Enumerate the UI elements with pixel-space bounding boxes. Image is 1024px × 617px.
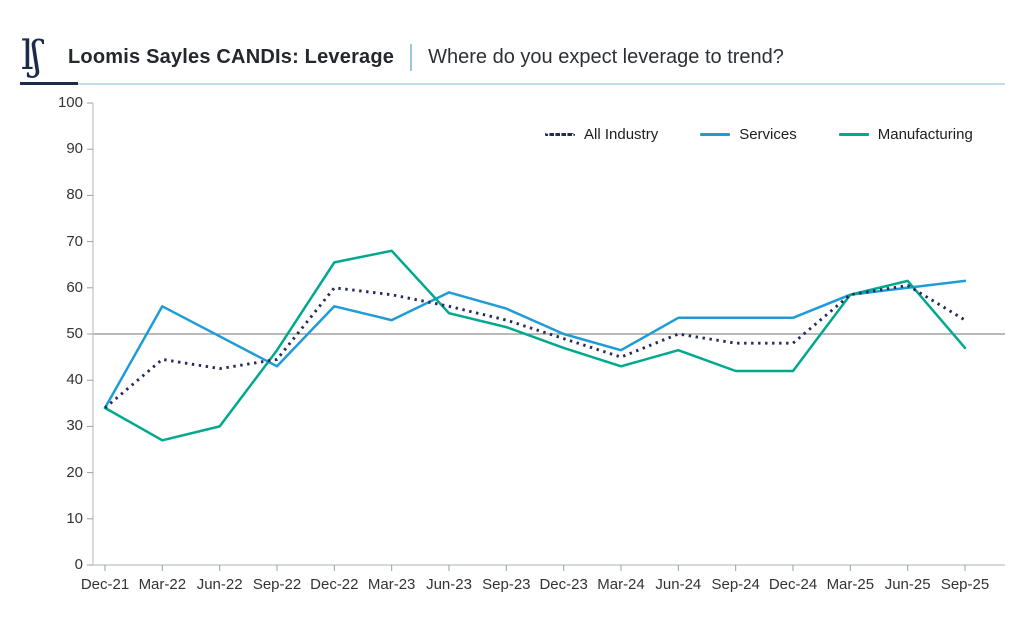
chart-legend: All Industry Services Manufacturing <box>545 126 973 143</box>
all-industry-dotted-line-swatch-icon <box>545 133 575 136</box>
y-tick-label: 20 <box>66 463 83 481</box>
header: lʃ Loomis Sayles CANDIs: Leverage Where … <box>20 33 784 81</box>
y-tick-label: 40 <box>66 371 83 389</box>
legend-label: Manufacturing <box>877 126 973 143</box>
x-tick-label: Mar-24 <box>597 576 645 593</box>
header-rule <box>20 83 1005 85</box>
plot-area <box>87 102 1005 571</box>
y-tick-label: 60 <box>66 278 83 296</box>
x-tick-label: Sep-24 <box>711 576 760 593</box>
x-tick-label: Dec-23 <box>539 576 588 593</box>
x-tick-label: Mar-23 <box>367 576 416 593</box>
title-divider <box>410 43 413 71</box>
legend-item-all-industry: All Industry <box>545 126 658 143</box>
x-tick-label: Dec-24 <box>768 576 818 593</box>
series-line-all-industry <box>104 284 966 410</box>
legend-item-services: Services <box>700 126 797 143</box>
page-subtitle: Where do you expect leverage to trend? <box>428 45 784 68</box>
services-line-swatch-icon <box>700 133 731 136</box>
logo-monogram: lʃ <box>21 33 45 79</box>
x-tick-label: Jun-24 <box>655 576 702 593</box>
leverage-line-chart: 0 10 20 30 40 50 60 70 80 90 100 Dec-21 Mar-22 Jun-2… <box>0 94 1024 615</box>
x-tick-label: Mar-22 <box>138 576 187 593</box>
legend-label: Services <box>739 126 797 143</box>
x-tick-label: Sep-22 <box>252 576 302 593</box>
series-line-services <box>103 279 967 410</box>
page-title: Loomis Sayles CANDIs: Leverage <box>68 45 395 68</box>
x-tick-label: Sep-25 <box>940 576 990 593</box>
y-tick-label: 50 <box>66 325 83 342</box>
x-tick-label: Jun-22 <box>196 576 243 593</box>
loomis-sayles-logo-icon: lʃ <box>21 33 48 79</box>
x-tick-label: Jun-25 <box>884 576 931 593</box>
y-tick-label: 80 <box>66 186 83 204</box>
y-tick-label: 0 <box>74 556 83 573</box>
manufacturing-line-swatch-icon <box>838 133 869 136</box>
x-tick-label: Jun-23 <box>426 576 472 593</box>
x-tick-label: Dec-21 <box>80 576 130 593</box>
y-tick-label: 70 <box>66 232 83 250</box>
y-tick-label: 90 <box>66 140 83 158</box>
y-tick-label: 30 <box>66 417 83 435</box>
legend-label: All Industry <box>584 126 659 143</box>
x-tick-label: Sep-23 <box>482 576 531 593</box>
y-tick-label: 100 <box>57 94 83 111</box>
legend-item-manufacturing: Manufacturing <box>838 126 973 143</box>
y-tick-label: 10 <box>66 509 83 527</box>
header-rule-accent <box>20 82 78 85</box>
x-tick-label: Mar-25 <box>826 576 875 593</box>
series-line-manufacturing <box>103 249 967 442</box>
x-tick-label: Dec-22 <box>310 576 359 593</box>
